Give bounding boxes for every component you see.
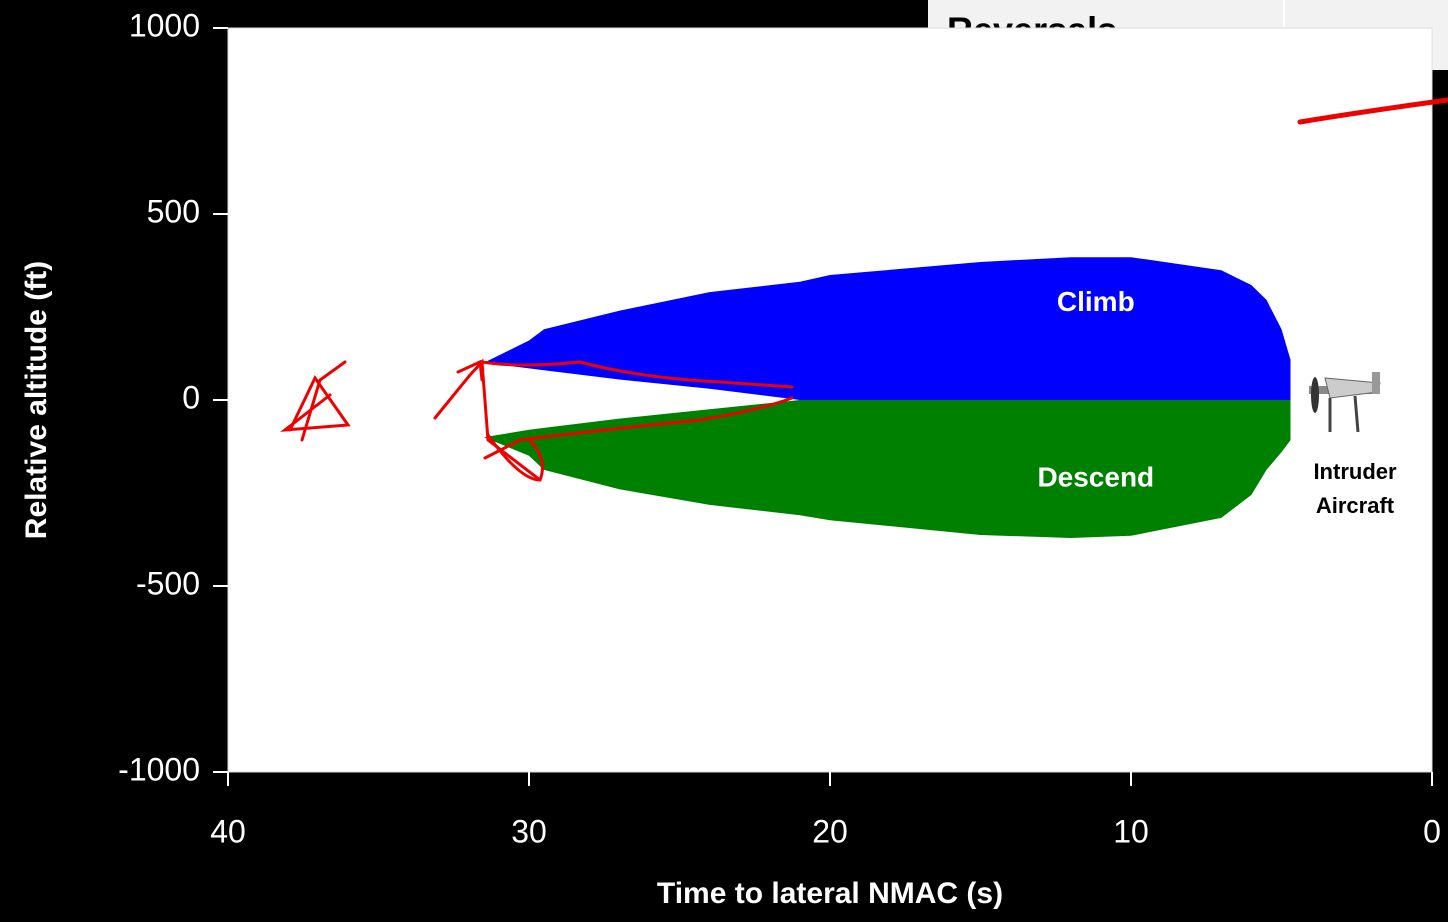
- x-tick-label: 20: [812, 813, 848, 849]
- series-label: Climb: [1057, 286, 1135, 317]
- y-tick-label: 1000: [129, 7, 200, 43]
- x-tick-label: 40: [210, 813, 246, 849]
- y-axis-title: Relative altitude (ft): [20, 261, 53, 539]
- handwriting: [280, 97, 1448, 482]
- y-tick-label: 0: [182, 379, 200, 415]
- x-tick-label: 0: [1423, 813, 1441, 849]
- x-axis-title: Time to lateral NMAC (s): [657, 877, 1003, 910]
- aircraft-icon: [1309, 372, 1381, 433]
- x-tick-label: 10: [1113, 813, 1149, 849]
- y-tick-label: -1000: [118, 751, 200, 787]
- band-area: [483, 257, 1291, 400]
- series-label: Descend: [1037, 461, 1154, 492]
- y-tick-label: -500: [136, 565, 200, 601]
- x-tick-label: 30: [511, 813, 547, 849]
- y-tick-label: 500: [147, 193, 200, 229]
- intruder-label: Intruder Aircraft: [1313, 459, 1397, 518]
- band-area: [483, 400, 1291, 538]
